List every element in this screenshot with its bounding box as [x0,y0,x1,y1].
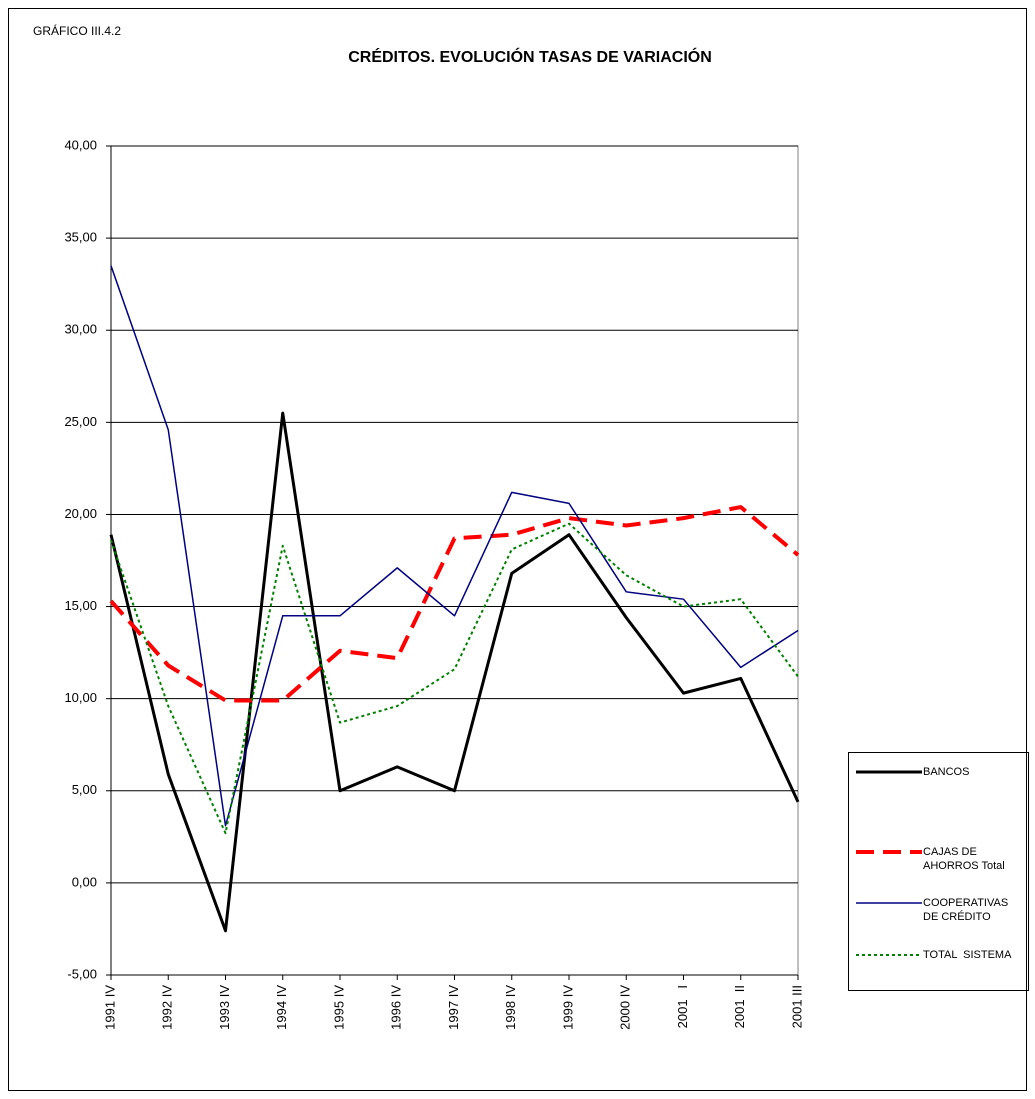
x-tick-label: 1999 IV [560,985,575,1030]
x-tick-label: 2001 II [732,985,747,1028]
y-tick-label: 15,00 [64,598,97,613]
figure-label: GRÁFICO III.4.2 [33,23,121,38]
x-tick-label: 2000 IV [618,985,633,1030]
y-tick-label: 35,00 [64,230,97,245]
legend-label: COOPERATIVAS DE CRÉDITO [923,897,1012,923]
y-tick-label: 10,00 [64,690,97,705]
series-line [109,411,800,933]
x-tick-label: 2001 I [675,985,690,1028]
x-tick-label: 1997 IV [446,985,461,1030]
x-tick-label: 1994 IV [274,985,289,1030]
x-tick-label: 1993 IV [217,985,232,1030]
x-tick-label: 1992 IV [160,985,175,1030]
x-tick-label: 1991 IV [102,985,117,1030]
x-tick-label: 1998 IV [503,985,518,1030]
series-line [109,505,800,703]
y-tick-label: 40,00 [64,137,97,152]
y-tick-label: -5,00 [67,966,97,981]
y-tick-label: 5,00 [72,782,97,797]
legend-label: TOTAL SISTEMA [923,949,1012,961]
y-tick-label: 30,00 [64,322,97,337]
y-tick-label: 25,00 [64,414,97,429]
chart-frame [8,8,1027,1091]
legend-label: BANCOS [923,766,970,778]
series-line [110,522,799,835]
chart-title: CRÉDITOS. EVOLUCIÓN TASAS DE VARIACIÓN [348,47,712,66]
series-line [110,265,799,827]
y-tick-label: 20,00 [64,506,97,521]
x-tick-label: 2001 III [789,985,804,1028]
legend-label: CAJAS DE AHORROS Total [923,846,1005,872]
x-tick-label: 1996 IV [389,985,404,1030]
x-tick-label: 1995 IV [331,985,346,1030]
legend-box [848,752,1029,991]
y-tick-label: 0,00 [72,874,97,889]
plot-frame [110,145,799,976]
